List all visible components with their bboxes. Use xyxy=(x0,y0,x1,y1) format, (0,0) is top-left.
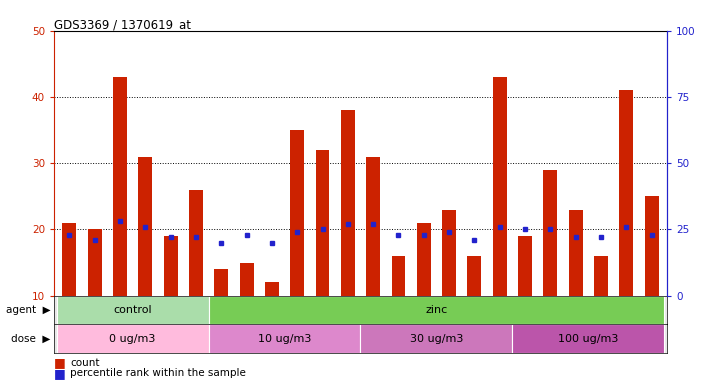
Bar xyxy=(57,296,208,324)
Bar xyxy=(239,263,254,296)
Text: zinc: zinc xyxy=(425,305,448,315)
Bar xyxy=(164,236,177,296)
Bar xyxy=(341,110,355,296)
Text: 30 ug/m3: 30 ug/m3 xyxy=(410,334,463,344)
Text: ■: ■ xyxy=(54,356,66,369)
Bar xyxy=(544,170,557,296)
Bar xyxy=(316,150,329,296)
Text: agent  ▶: agent ▶ xyxy=(6,305,50,315)
Bar xyxy=(88,230,102,296)
Text: dose  ▶: dose ▶ xyxy=(11,334,50,344)
Bar xyxy=(57,324,208,353)
Text: count: count xyxy=(70,358,99,368)
Bar xyxy=(189,190,203,296)
Text: 0 ug/m3: 0 ug/m3 xyxy=(110,334,156,344)
Bar xyxy=(265,283,279,296)
Bar xyxy=(645,196,659,296)
Text: control: control xyxy=(113,305,152,315)
Bar xyxy=(208,324,360,353)
Bar xyxy=(214,269,228,296)
Text: percentile rank within the sample: percentile rank within the sample xyxy=(70,368,246,378)
Bar xyxy=(417,223,430,296)
Bar xyxy=(392,256,405,296)
Bar xyxy=(518,236,532,296)
Bar xyxy=(291,130,304,296)
Bar xyxy=(62,223,76,296)
Bar xyxy=(366,157,380,296)
Bar xyxy=(138,157,152,296)
Text: GDS3369 / 1370619_at: GDS3369 / 1370619_at xyxy=(54,18,191,31)
Text: 100 ug/m3: 100 ug/m3 xyxy=(558,334,619,344)
Bar xyxy=(113,77,127,296)
Bar xyxy=(360,324,513,353)
Bar xyxy=(442,210,456,296)
Bar xyxy=(569,210,583,296)
Text: ■: ■ xyxy=(54,367,66,380)
Bar xyxy=(208,296,664,324)
Bar xyxy=(493,77,507,296)
Bar xyxy=(619,90,633,296)
Text: 10 ug/m3: 10 ug/m3 xyxy=(258,334,311,344)
Bar xyxy=(513,324,664,353)
Bar xyxy=(594,256,608,296)
Bar xyxy=(467,256,482,296)
